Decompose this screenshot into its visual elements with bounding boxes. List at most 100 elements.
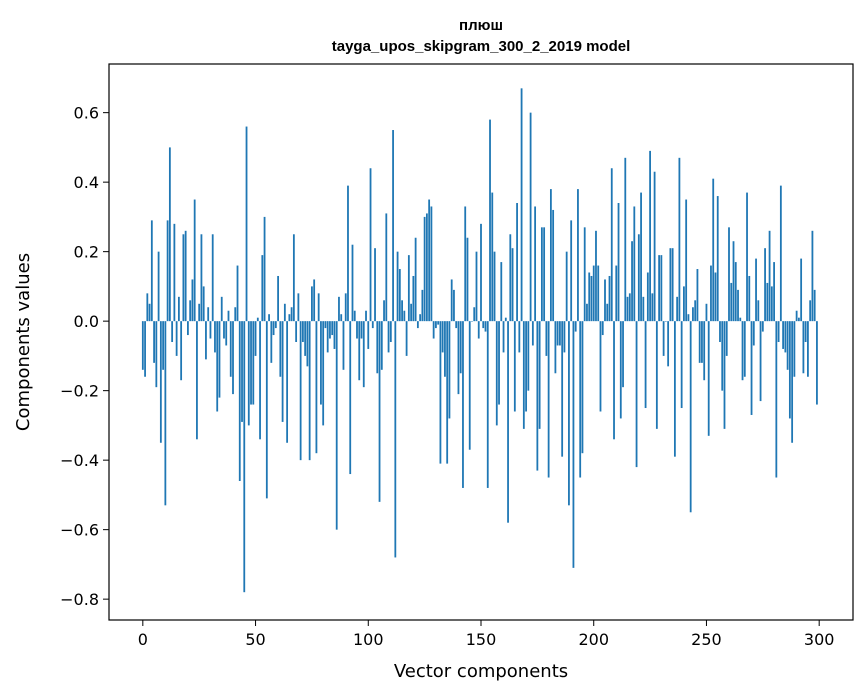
bar (356, 321, 358, 339)
bar (468, 321, 471, 450)
bar (358, 321, 361, 381)
bar (466, 237, 469, 322)
bar (617, 203, 620, 322)
bar (759, 321, 762, 402)
bar (552, 209, 555, 322)
bar (669, 248, 672, 322)
bar (516, 203, 518, 322)
bar (401, 300, 403, 322)
bar (707, 321, 710, 436)
bar (189, 300, 192, 322)
bar (714, 272, 717, 322)
x-tick-label: 50 (245, 630, 265, 649)
bar (721, 321, 724, 391)
bar (306, 321, 309, 367)
bar (462, 321, 464, 488)
x-tick-label: 150 (466, 630, 497, 649)
bar (498, 321, 500, 405)
bar (624, 157, 627, 322)
bar (746, 192, 748, 322)
y-axis-label: Components values (13, 253, 34, 431)
bar (252, 321, 255, 405)
bar (716, 196, 719, 322)
bar (662, 321, 665, 356)
bar (797, 317, 800, 322)
bar (241, 321, 243, 422)
bar (484, 321, 487, 332)
bar (556, 321, 559, 346)
bar (410, 303, 413, 322)
bar (214, 321, 216, 353)
bar (423, 216, 426, 322)
bar (396, 251, 399, 322)
bar (367, 321, 370, 349)
bar (385, 213, 388, 322)
bar (732, 241, 735, 322)
y-axis-ticks: −0.8 −0.6 −0.4 −0.2 0.0 0.2 0.4 0.6 (60, 104, 109, 609)
bars-group (141, 88, 818, 593)
bar (455, 321, 458, 329)
bar (595, 230, 597, 322)
bar (782, 321, 785, 349)
bar (597, 265, 600, 322)
bar (511, 248, 514, 322)
y-tick-label: −0.2 (60, 382, 99, 401)
bar (545, 321, 548, 356)
bar (626, 296, 629, 322)
bar (660, 255, 663, 322)
bar (333, 321, 336, 349)
bar (265, 321, 268, 499)
bar (482, 321, 485, 329)
bar (403, 310, 406, 322)
bar (671, 248, 674, 322)
bar (315, 321, 318, 454)
bar (448, 321, 451, 419)
bar (416, 321, 419, 329)
bar (430, 206, 433, 322)
bar (360, 321, 363, 339)
bar (164, 321, 167, 506)
bar (146, 293, 149, 322)
bar (664, 321, 667, 322)
bar (561, 321, 564, 457)
bar (811, 230, 814, 322)
bar (491, 192, 494, 322)
bar (737, 289, 739, 322)
bar (247, 321, 250, 426)
bar (202, 286, 205, 322)
bar (486, 321, 489, 488)
bar (568, 321, 570, 506)
bar (750, 321, 753, 415)
bar (326, 321, 329, 353)
bar (446, 321, 449, 464)
bar (813, 289, 816, 322)
bar (538, 321, 541, 429)
bar (450, 279, 453, 322)
bar (297, 293, 300, 322)
bar (277, 275, 279, 322)
y-tick-label: −0.8 (60, 590, 99, 609)
bar (563, 321, 566, 353)
bar (168, 147, 171, 322)
bar (764, 248, 766, 322)
bar (694, 300, 697, 322)
bar (200, 234, 203, 322)
bar (601, 321, 604, 336)
bar (344, 293, 347, 322)
bar (263, 216, 266, 322)
bar (534, 206, 537, 322)
bar (380, 321, 383, 370)
bar (159, 321, 162, 443)
bar (741, 321, 744, 381)
bar (574, 321, 577, 332)
bar (554, 321, 557, 374)
bar (692, 307, 694, 322)
bar (577, 189, 579, 322)
bar (719, 321, 721, 342)
bar (432, 321, 435, 339)
bar (784, 321, 787, 353)
bar (766, 282, 769, 322)
bar (464, 206, 467, 322)
bar (232, 321, 234, 395)
bar (259, 321, 261, 440)
